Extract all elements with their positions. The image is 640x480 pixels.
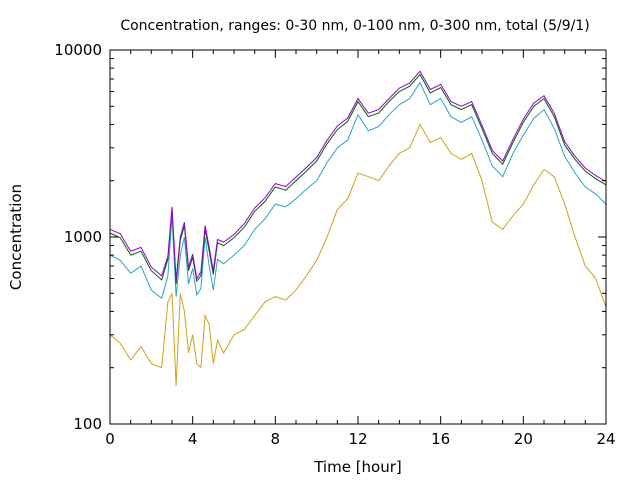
y-tick-label: 1000 [64, 228, 102, 246]
x-tick-label: 0 [105, 430, 115, 448]
series-layer [109, 70, 607, 386]
x-tick-label: 16 [431, 430, 450, 448]
series-line-1 [109, 123, 607, 386]
x-tick-label: 12 [348, 430, 367, 448]
series-line-2 [109, 81, 607, 300]
series-line-3 [109, 73, 607, 285]
chart-title: Concentration, ranges: 0-30 nm, 0-100 nm… [120, 18, 589, 34]
x-axis-title: Time [hour] [313, 458, 402, 476]
x-tick-label: 24 [596, 430, 615, 448]
y-tick-label: 100 [73, 415, 102, 433]
x-tick-label: 4 [188, 430, 198, 448]
series-line-4 [109, 70, 607, 280]
x-tick-label: 8 [271, 430, 281, 448]
ticks-layer: 0 4 8 12 16 20 24 100 1000 10000 [54, 41, 615, 448]
x-tick-label: 20 [514, 430, 533, 448]
y-tick-label: 10000 [54, 41, 102, 59]
y-axis-title: Concentration [7, 184, 25, 290]
